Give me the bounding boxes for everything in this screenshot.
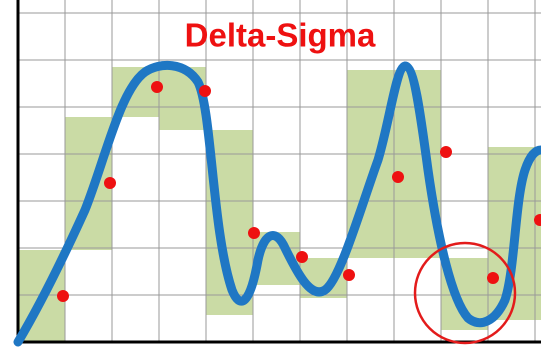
- sample-dot: [534, 214, 541, 226]
- highlight-circle: [413, 241, 517, 345]
- sample-dot: [104, 177, 116, 189]
- sample-dot: [343, 269, 355, 281]
- sample-dot: [248, 227, 260, 239]
- sample-dot: [151, 81, 163, 93]
- sample-dot: [440, 146, 452, 158]
- signal-curve: [13, 60, 541, 347]
- sample-dot: [57, 290, 69, 302]
- title: Delta-Sigma: [185, 17, 376, 54]
- sample-dot: [487, 272, 499, 284]
- sample-dot: [199, 85, 211, 97]
- sample-dots: [57, 81, 541, 302]
- sample-dot: [392, 171, 404, 183]
- sample-dot: [296, 251, 308, 263]
